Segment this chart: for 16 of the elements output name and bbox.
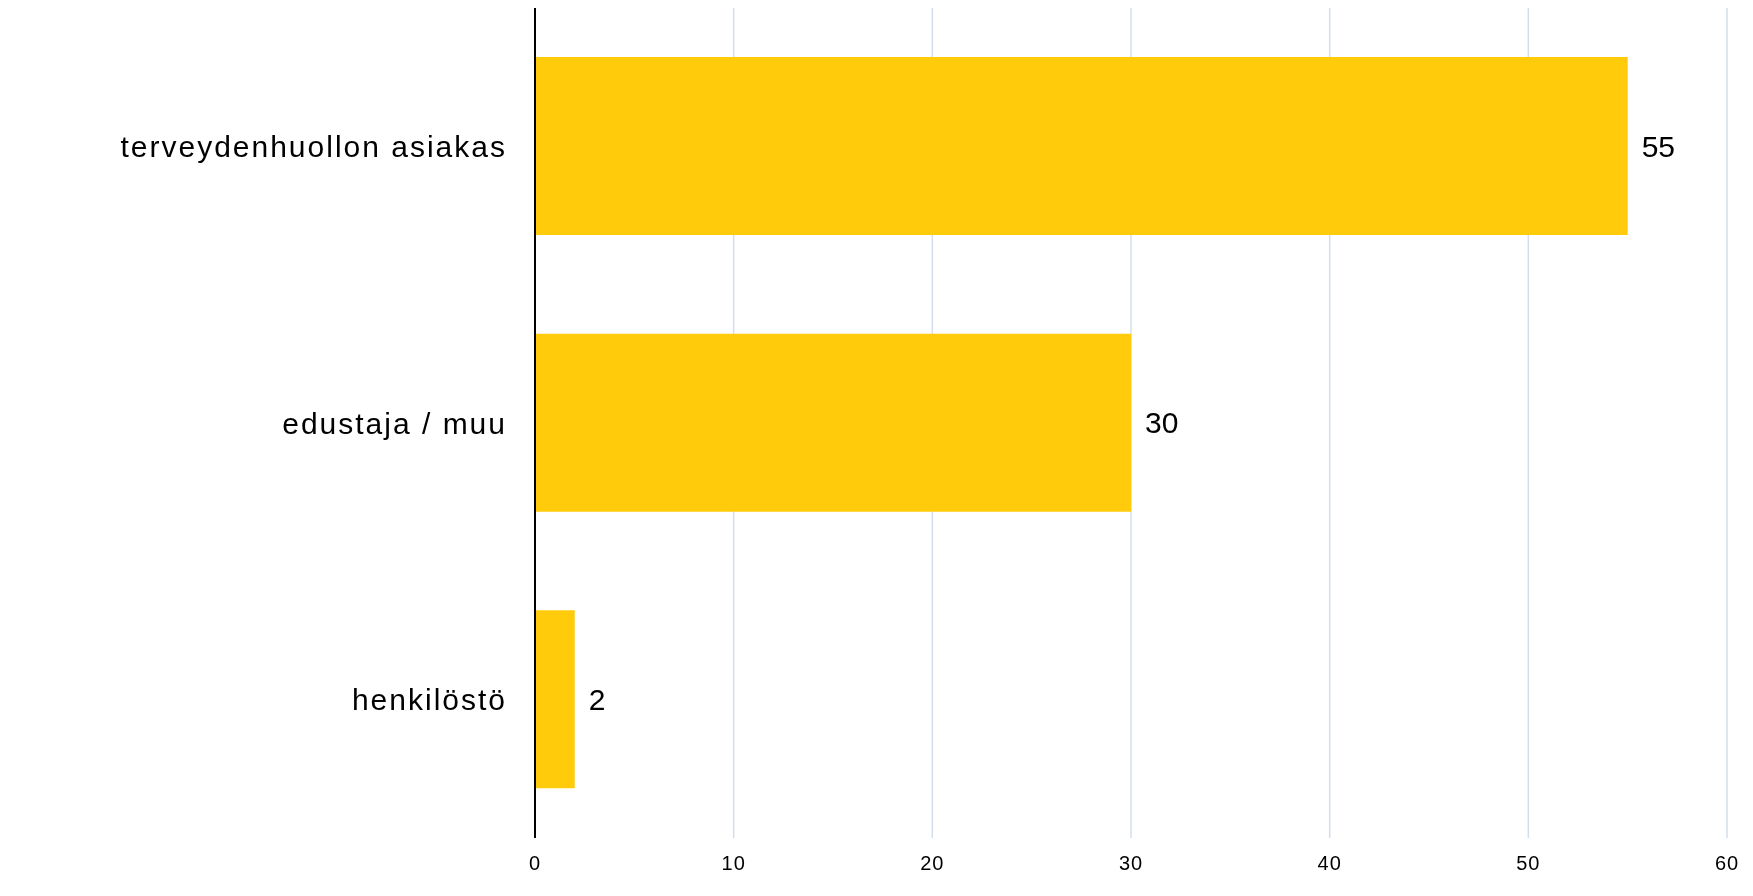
x-tick-label: 40	[1317, 852, 1342, 875]
x-tick-label: 10	[721, 852, 746, 875]
bar	[535, 610, 575, 789]
data-label: 2	[588, 682, 606, 716]
x-tick-label: 30	[1118, 852, 1144, 875]
x-tick-label: 60	[1714, 852, 1740, 875]
x-tick-label: 50	[1516, 852, 1541, 875]
data-label: 55	[1641, 129, 1676, 163]
y-tick-label: edustaja / muu	[282, 406, 507, 440]
bar	[535, 57, 1628, 235]
data-label: 30	[1145, 406, 1179, 440]
x-tick-label: 20	[920, 852, 945, 875]
y-tick-label: henkilöstö	[351, 683, 507, 717]
bar	[535, 333, 1131, 512]
x-tick-label: 0	[528, 852, 542, 875]
y-tick-label: terveydenhuollon asiakas	[120, 129, 507, 163]
